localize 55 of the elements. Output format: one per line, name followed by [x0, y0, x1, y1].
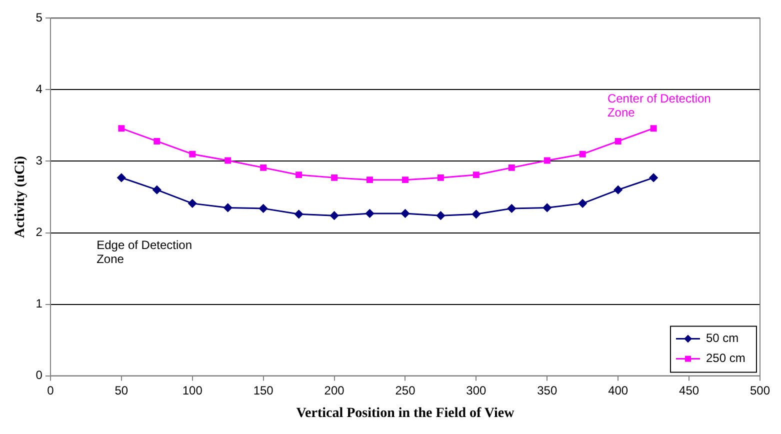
point	[579, 150, 586, 158]
point	[117, 173, 126, 182]
point	[544, 157, 550, 164]
x-tick-label: 450	[679, 383, 700, 398]
point	[152, 186, 162, 194]
point	[650, 125, 657, 132]
point	[188, 199, 197, 208]
point	[330, 211, 339, 220]
point	[366, 209, 374, 218]
x-tick-label: 500	[750, 383, 770, 398]
point	[118, 125, 125, 132]
point	[331, 174, 338, 181]
point	[542, 203, 552, 212]
point	[189, 150, 196, 158]
y-tick-label: 4	[36, 82, 43, 96]
point	[507, 204, 516, 213]
annotation: Edge of Detection Zone	[96, 238, 192, 266]
point	[472, 172, 480, 178]
point	[508, 164, 515, 171]
y-tick-label: 5	[36, 10, 43, 25]
point	[578, 199, 587, 208]
x-tick-label: 250	[395, 383, 416, 398]
point	[224, 203, 232, 212]
point	[649, 173, 658, 182]
x-tick-label: 200	[324, 383, 345, 398]
point	[294, 210, 304, 218]
y-axis-title: Activity (uCi)	[13, 156, 28, 238]
point	[259, 204, 268, 213]
legend-label: 250 cm	[706, 351, 746, 366]
x-tick-label: 350	[537, 383, 558, 398]
point	[437, 174, 444, 181]
annotation: Center of Detection Zone	[607, 92, 711, 120]
y-tick-label: 0	[36, 368, 43, 382]
point	[614, 186, 622, 194]
point	[154, 138, 160, 144]
x-axis-title: Vertical Position in the Field of View	[296, 406, 516, 422]
y-tick-label: 1	[36, 296, 43, 311]
point	[402, 176, 408, 184]
point	[400, 209, 410, 218]
point	[224, 157, 232, 164]
x-tick-label: 0	[47, 383, 54, 398]
point	[296, 172, 302, 178]
x-tick-label: 150	[253, 383, 274, 398]
point	[472, 210, 480, 218]
point	[436, 211, 445, 220]
x-tick-label: 50	[114, 383, 128, 398]
y-tick-label: 3	[36, 154, 43, 168]
x-tick-label: 400	[608, 383, 628, 398]
point	[366, 176, 373, 184]
x-tick-label: 100	[182, 383, 203, 398]
point	[614, 138, 622, 144]
point	[260, 164, 267, 171]
x-tick-label: 300	[466, 383, 487, 398]
legend-label: 50 cm	[706, 331, 739, 346]
y-tick-label: 2	[36, 225, 43, 240]
